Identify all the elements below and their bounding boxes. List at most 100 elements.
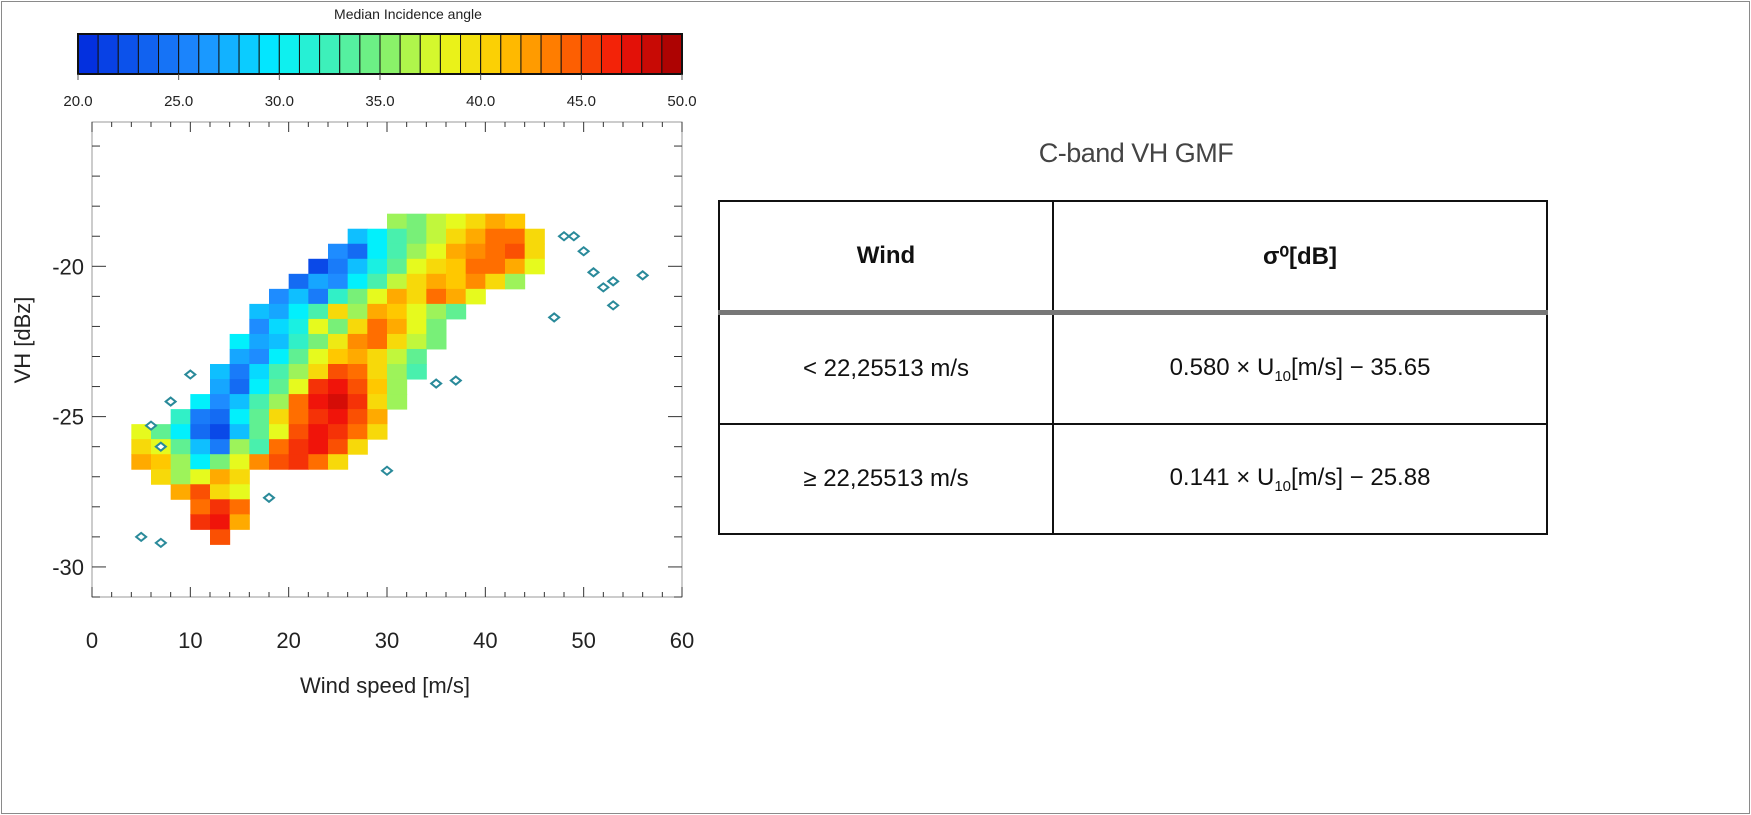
heatmap-cell bbox=[249, 303, 270, 320]
heatmap-cell bbox=[426, 318, 447, 335]
heatmap-cell bbox=[465, 273, 486, 290]
heatmap-cell bbox=[347, 348, 368, 365]
heatmap-cell bbox=[249, 333, 270, 350]
heatmap-cell bbox=[446, 228, 467, 245]
y-tick-label: -20 bbox=[52, 254, 84, 279]
heatmap-cell bbox=[485, 273, 506, 290]
heatmap-cell bbox=[229, 499, 250, 515]
header-sigma: σ⁰[dB] bbox=[1052, 200, 1548, 315]
table-header-row: Wind σ⁰[dB] bbox=[718, 200, 1548, 315]
colorbar-tick-label: 25.0 bbox=[164, 93, 193, 110]
colorbar-segment bbox=[97, 33, 119, 75]
heatmap-cell bbox=[387, 364, 408, 380]
heatmap-cell bbox=[269, 288, 290, 305]
heatmap-cell bbox=[347, 273, 368, 290]
heatmap-cell bbox=[367, 258, 388, 275]
wind-range: < 22,25513 m/s bbox=[718, 311, 1054, 425]
heatmap-cell bbox=[269, 318, 290, 335]
heatmap-cell bbox=[426, 258, 447, 275]
x-tick-label: 40 bbox=[473, 628, 497, 653]
heatmap-cell bbox=[367, 379, 388, 395]
heatmap-cell bbox=[328, 318, 349, 335]
colorbar-segment bbox=[520, 33, 542, 75]
heatmap-cell bbox=[210, 439, 231, 455]
heatmap-cell bbox=[485, 213, 506, 230]
heatmap-cell bbox=[426, 303, 447, 320]
heatmap-cell bbox=[347, 303, 368, 320]
heatmap-cell bbox=[347, 333, 368, 350]
heatmap-cell bbox=[446, 288, 467, 305]
heatmap-cell bbox=[426, 213, 447, 230]
colorbar-tick-label: 35.0 bbox=[365, 93, 394, 110]
heatmap-cell bbox=[269, 333, 290, 350]
isolated-point bbox=[596, 282, 610, 293]
heatmap-cell bbox=[328, 303, 349, 320]
heatmap-cell bbox=[446, 303, 467, 320]
colorbar-title: Median Incidence angle bbox=[334, 6, 482, 22]
heatmap-cell bbox=[426, 288, 447, 305]
heatmap-cell bbox=[328, 379, 349, 395]
colorbar-segment bbox=[137, 33, 160, 75]
heatmap-cell bbox=[288, 454, 309, 470]
heatmap-cell bbox=[347, 318, 368, 335]
heatmap-cell bbox=[426, 273, 447, 290]
heatmap-cell bbox=[288, 303, 309, 320]
colorbar-segment bbox=[480, 33, 502, 75]
heatmap-cell bbox=[269, 409, 290, 425]
heatmap-cell bbox=[269, 439, 290, 455]
isolated-point bbox=[164, 396, 178, 407]
heatmap-cell bbox=[347, 288, 368, 305]
heatmap-cell bbox=[190, 439, 211, 455]
heatmap-cell bbox=[347, 228, 368, 245]
colorbar-segment bbox=[359, 33, 381, 75]
heatmap-cell bbox=[229, 333, 250, 350]
heatmap-cells bbox=[131, 213, 545, 545]
heatmap-cell bbox=[328, 333, 349, 350]
formula-subscript: 10 bbox=[1274, 477, 1292, 495]
colorbar-segment bbox=[641, 33, 663, 75]
heatmap-cell bbox=[505, 228, 526, 245]
heatmap-cell bbox=[328, 454, 349, 470]
x-tick-label: 30 bbox=[375, 628, 399, 653]
heatmap-cell bbox=[210, 454, 231, 470]
heatmap-cell bbox=[288, 379, 309, 395]
isolated-point bbox=[429, 378, 443, 389]
colorbar-segment bbox=[379, 33, 401, 75]
heatmap-cell bbox=[190, 454, 211, 470]
formula-rest: [m/s] − 25.88 bbox=[1291, 463, 1431, 491]
isolated-point bbox=[567, 230, 581, 242]
heatmap-cell bbox=[406, 288, 427, 305]
heatmap-cell bbox=[288, 394, 309, 410]
heatmap-cell bbox=[190, 409, 211, 425]
heatmap-cell bbox=[406, 364, 427, 380]
x-tick-label: 0 bbox=[86, 628, 98, 653]
colorbar-tick-label: 50.0 bbox=[667, 93, 696, 110]
heatmap-cell bbox=[190, 469, 211, 485]
heatmap-cell bbox=[210, 379, 231, 395]
heatmap-cell bbox=[328, 394, 349, 410]
colorbar-segment bbox=[178, 33, 200, 75]
heatmap-cell bbox=[465, 243, 486, 260]
formula-rest: [m/s] − 35.65 bbox=[1291, 353, 1431, 381]
heatmap-cell bbox=[328, 243, 349, 260]
heatmap-cell bbox=[465, 213, 486, 230]
heatmap-cell bbox=[367, 409, 388, 425]
heatmap-cell bbox=[170, 409, 191, 425]
heatmap-cell bbox=[210, 484, 231, 500]
heatmap-cell bbox=[170, 439, 191, 455]
heatmap-cell bbox=[170, 454, 191, 470]
isolated-point bbox=[262, 492, 276, 504]
heatmap-cell bbox=[465, 258, 486, 275]
heatmap-cell bbox=[288, 364, 309, 380]
heatmap-cell bbox=[151, 469, 172, 485]
heatmap-cell bbox=[387, 333, 408, 350]
heatmap-cell bbox=[387, 348, 408, 365]
wind-range: ≥ 22,25513 m/s bbox=[718, 423, 1054, 535]
colorbar-segment bbox=[77, 33, 99, 75]
colorbar-segment bbox=[339, 33, 361, 75]
heatmap-cell bbox=[210, 499, 231, 515]
colorbar-segment bbox=[621, 33, 643, 75]
heatmap-cell bbox=[308, 394, 329, 410]
heatmap-cell bbox=[446, 243, 467, 260]
colorbar-tick-label: 45.0 bbox=[567, 93, 596, 110]
